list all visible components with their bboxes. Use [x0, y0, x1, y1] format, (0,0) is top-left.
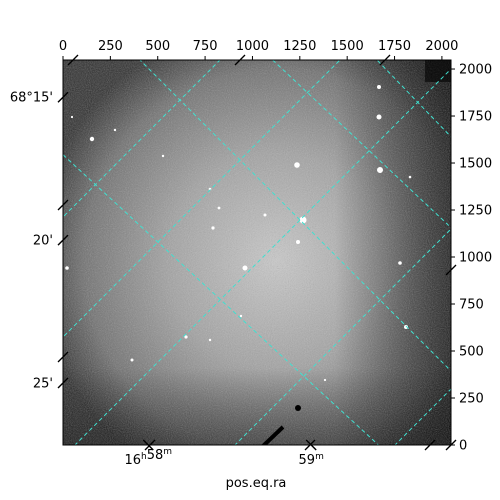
grid-line — [63, 154, 380, 445]
world-edge-tick — [424, 439, 436, 451]
y-right-tick-label: 250 — [459, 392, 484, 407]
dec-tick-label: 68°15' — [10, 91, 53, 106]
x-top-tick-label: 250 — [98, 39, 123, 54]
dark-spot — [295, 405, 301, 411]
ra-unit: h — [141, 452, 147, 462]
world-edge-tick — [379, 54, 391, 66]
ra-tick-label: 59m — [299, 452, 324, 468]
world-edge-tick — [304, 439, 316, 451]
world-edge-tick — [67, 54, 79, 66]
world-edge-tick — [234, 54, 246, 66]
grid-line — [74, 68, 451, 445]
x-top-tick-label: 1500 — [331, 39, 364, 54]
x-top-tick-label: 0 — [59, 39, 67, 54]
dec-tick — [57, 91, 69, 103]
grid-line — [394, 388, 451, 445]
x-top-tick-label: 2000 — [425, 39, 458, 54]
ra-tick-label: 16h58m — [124, 447, 172, 468]
plot-frame — [62, 59, 452, 446]
x-top-tick-label: 500 — [145, 39, 170, 54]
stars — [65, 85, 412, 382]
y-right-tick-label: 750 — [459, 298, 484, 313]
x-top-tick-label: 1250 — [283, 39, 316, 54]
world-edge-tick — [57, 351, 69, 363]
y-right-tick-label: 2000 — [459, 63, 492, 78]
dec-tick-label: 20' — [33, 234, 53, 249]
grid-line — [139, 60, 451, 372]
world-edge-tick — [445, 439, 457, 451]
world-edge-tick — [445, 264, 457, 276]
ra-unit: m — [315, 452, 324, 462]
y-right-tick-label: 1500 — [459, 157, 492, 172]
ra-value: 16 — [124, 453, 141, 468]
y-right-tick-label: 500 — [459, 345, 484, 360]
x-top-tick-label: 750 — [193, 39, 218, 54]
grid-line — [234, 228, 451, 445]
ra-tick — [305, 439, 317, 451]
x-top-tick-label: 1000 — [236, 39, 269, 54]
dec-tick — [57, 377, 69, 389]
world-edge-tick — [144, 439, 156, 451]
x-axis-label: pos.eq.ra — [226, 476, 287, 491]
ra-value: 58 — [147, 448, 164, 463]
dec-tick-label: 25' — [33, 376, 53, 391]
dec-tick — [57, 234, 69, 246]
y-right-tick-label: 1250 — [459, 204, 492, 219]
y-right-tick-label: 1000 — [459, 251, 492, 266]
world-edge-tick — [57, 199, 69, 211]
ra-tick — [142, 439, 154, 451]
y-right-tick-label: 0 — [459, 439, 467, 454]
grid-line — [63, 60, 341, 338]
axes: 0 250 500 750 1000 1250 1500 1750 2000 0 250 500 750… — [10, 39, 492, 468]
ra-value: 59 — [299, 453, 316, 468]
x-top-tick-label: 1750 — [378, 39, 411, 54]
grid-line — [63, 60, 221, 218]
ra-unit: m — [163, 447, 172, 457]
y-right-tick-label: 1750 — [459, 110, 492, 125]
dark-streak — [261, 425, 285, 445]
